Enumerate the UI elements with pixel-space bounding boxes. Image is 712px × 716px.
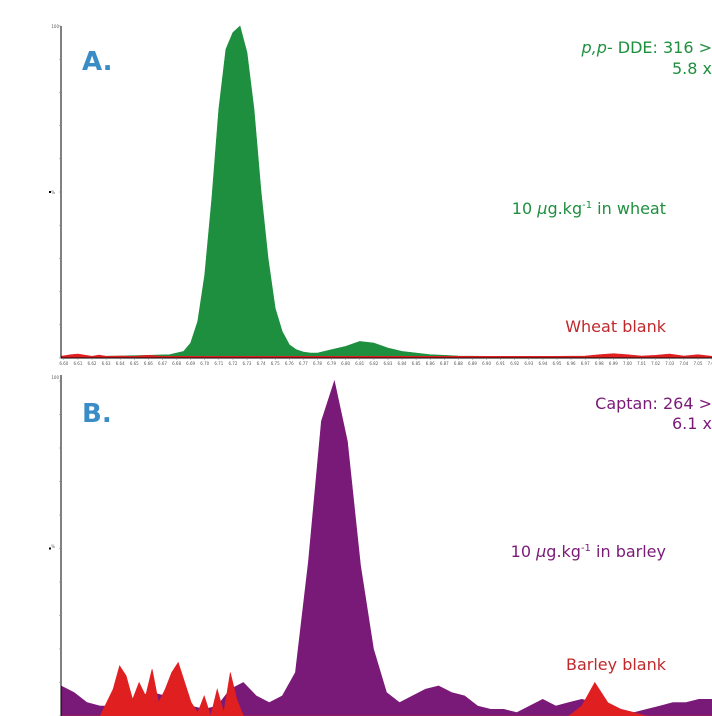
plot-area-b — [60, 379, 712, 716]
chart-title-b: Captan: 264 > — [595, 394, 712, 413]
x-tick-label: 6.70 — [200, 361, 209, 366]
x-tick-label: 6.74 — [257, 361, 266, 366]
x-tick-label: 6.85 — [412, 361, 421, 366]
x-tick-label: 7.03 — [665, 361, 674, 366]
x-tick-label: 6.90 — [482, 361, 491, 366]
x-tick-label: 7.06 — [708, 361, 712, 366]
x-tick-label: 6.77 — [299, 361, 308, 366]
x-tick-label: 6.65 — [130, 361, 139, 366]
x-tick-label: 6.71 — [214, 361, 223, 366]
x-tick-label: 6.61 — [73, 361, 82, 366]
x-tick-label: 6.60 — [59, 361, 68, 366]
x-tick-label: 6.66 — [144, 361, 153, 366]
x-tick-label: 6.62 — [88, 361, 97, 366]
y-axis-marker — [49, 191, 51, 193]
panel-letter-a: A. — [82, 47, 112, 77]
x-tick-label: 6.86 — [426, 361, 435, 366]
x-tick-label: 7.04 — [679, 361, 688, 366]
x-tick-label: 6.83 — [383, 361, 392, 366]
x-tick-label: 6.82 — [369, 361, 378, 366]
y-tick-100-b: 100 — [51, 375, 59, 380]
x-tick-label: 6.68 — [172, 361, 181, 366]
y-axis-marker — [49, 547, 51, 550]
sample-label-a: 10 μg.kg-1 in wheat — [512, 199, 666, 218]
x-tick-label: 6.78 — [313, 361, 322, 366]
chart-subtitle-b: 6.1 x — [672, 414, 712, 433]
x-tick-label: 6.93 — [524, 361, 533, 366]
x-tick-label: 7.00 — [623, 361, 632, 366]
blank-trace-a — [60, 353, 712, 359]
x-tick-label: 6.64 — [116, 361, 125, 366]
blank-label-b: Barley blank — [566, 655, 667, 674]
sample-trace-a — [60, 25, 712, 359]
x-tick-label: 6.95 — [553, 361, 562, 366]
x-tick-label: 6.99 — [609, 361, 618, 366]
x-tick-label: 6.73 — [243, 361, 252, 366]
x-tick-label: 6.79 — [327, 361, 336, 366]
x-tick-label: 6.72 — [228, 361, 237, 366]
panel-a: 100 % 6.60 6.61 6.62 6.63 6.64 6.65 6.66 6.67 6.… — [49, 24, 712, 366]
x-tick-label: 6.96 — [567, 361, 576, 366]
x-tick-label: 6.81 — [355, 361, 364, 366]
y-ticks-a — [49, 25, 61, 359]
x-tick-labels-a: 6.60 6.61 6.62 6.63 6.64 6.65 6.66 6.67 6.68 6.69… — [59, 358, 712, 366]
y-axis-label-b: % — [51, 544, 55, 549]
x-tick-label: 6.97 — [581, 361, 590, 366]
x-tick-label: 7.05 — [693, 361, 702, 366]
blank-trace-b — [61, 661, 712, 716]
x-tick-label: 6.92 — [510, 361, 519, 366]
y-ticks-b — [49, 380, 61, 716]
x-tick-label: 6.80 — [341, 361, 350, 366]
x-tick-label: 6.63 — [102, 361, 111, 366]
y-tick-100-a: 100 — [51, 24, 59, 29]
x-tick-label: 6.67 — [158, 361, 167, 366]
panel-letter-b: B. — [82, 399, 112, 429]
x-tick-label: 7.02 — [651, 361, 660, 366]
x-tick-label: 6.75 — [271, 361, 280, 366]
x-tick-label: 6.88 — [454, 361, 463, 366]
x-tick-label: 6.89 — [468, 361, 477, 366]
plot-area-a — [60, 25, 712, 359]
x-tick-label: 6.87 — [440, 361, 449, 366]
panel-b: 100 % B. Captan: 264 > 6.1 x 10 μg.kg-1 … — [49, 375, 712, 716]
x-tick-label: 6.98 — [595, 361, 604, 366]
y-axis-label-a: % — [51, 190, 55, 195]
sample-label-b: 10 μg.kg-1 in barley — [511, 542, 666, 561]
x-tick-label: 6.76 — [285, 361, 294, 366]
blank-label-a: Wheat blank — [565, 317, 667, 336]
chart-subtitle-a: 5.8 x — [672, 59, 712, 78]
x-tick-label: 6.94 — [538, 361, 547, 366]
x-tick-label: 6.84 — [398, 361, 407, 366]
x-tick-label: 6.91 — [496, 361, 505, 366]
x-tick-label: 7.01 — [637, 361, 646, 366]
chart-title-a: p,p- DDE: 316 > — [580, 38, 712, 57]
x-tick-label: 6.69 — [186, 361, 195, 366]
